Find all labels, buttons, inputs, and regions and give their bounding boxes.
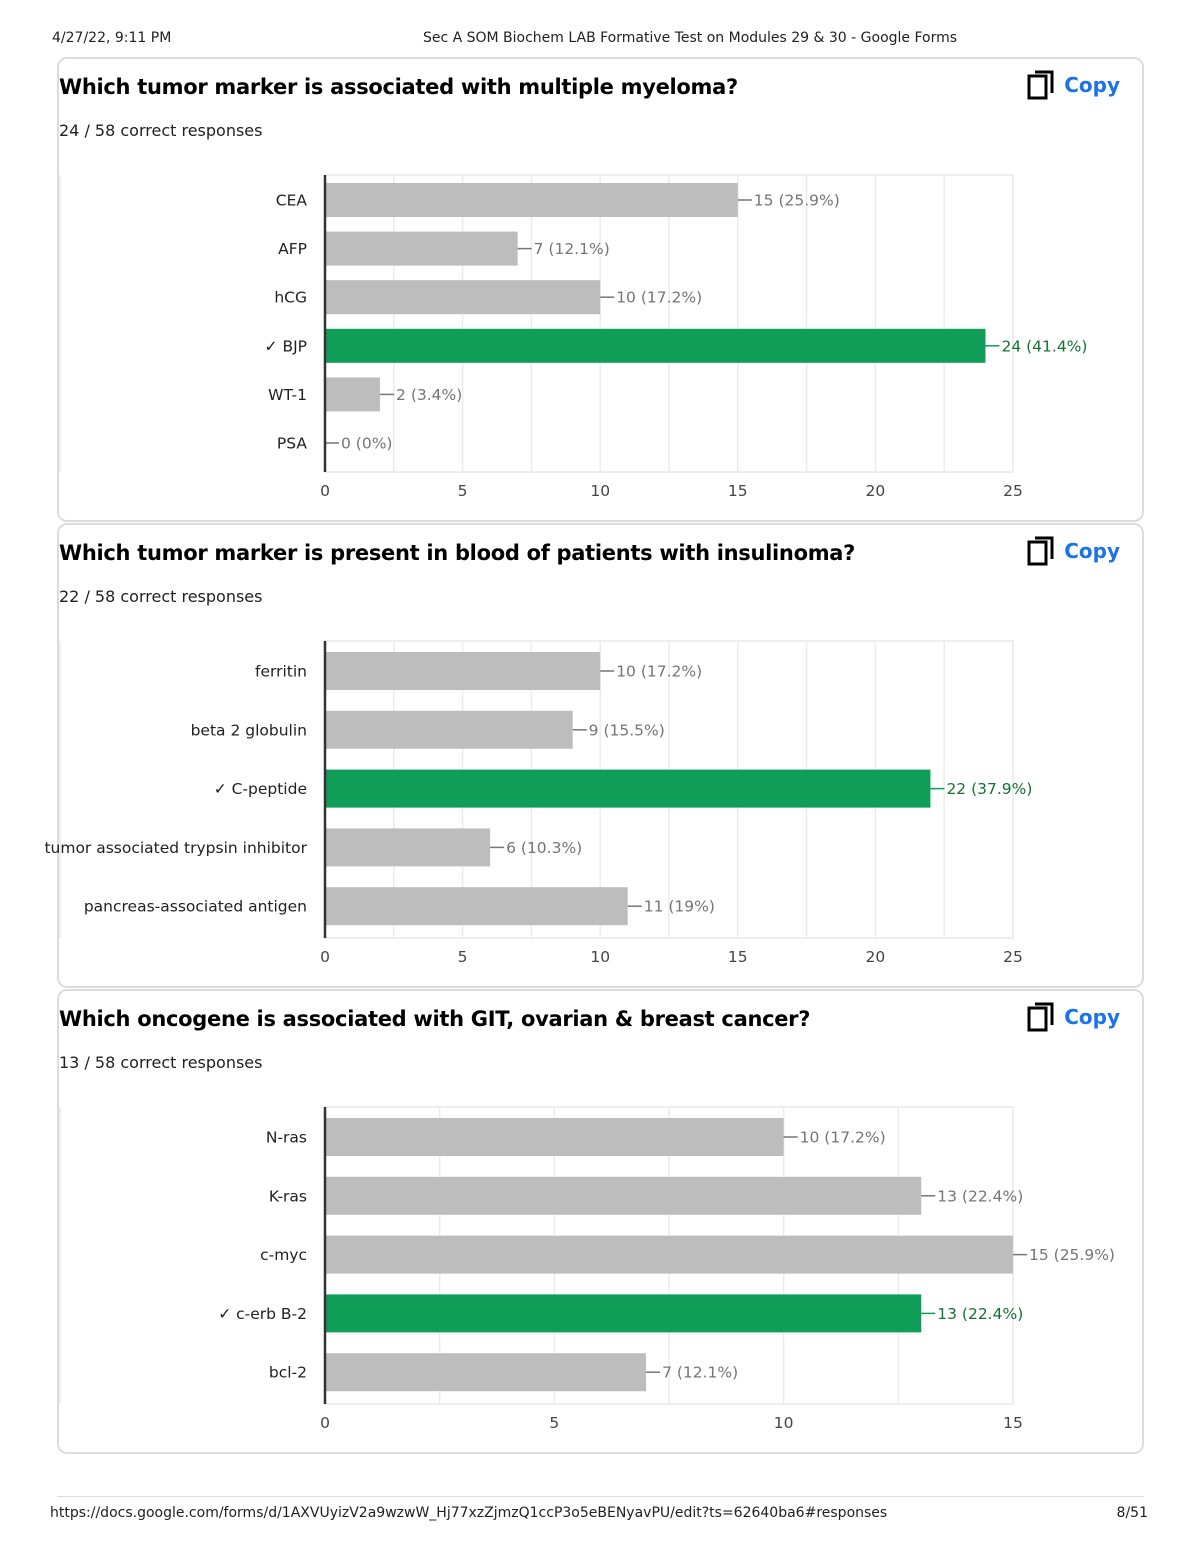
category-label: PSA <box>277 435 307 453</box>
category-label: K-ras <box>269 1187 307 1205</box>
bar <box>325 328 986 363</box>
data-label: 9 (15.5%) <box>589 721 665 739</box>
tick-label: 0 <box>320 482 330 500</box>
chart-3: 10 (17.2%) N-ras 13 (22.4%) K-ras 15 (25.9%)… <box>59 1106 1115 1432</box>
category-label: WT-1 <box>268 386 307 404</box>
footer-divider <box>57 1496 1144 1497</box>
bar <box>325 652 601 690</box>
bar <box>325 1176 922 1215</box>
tick-label: 0 <box>320 1414 330 1432</box>
question-title: Which tumor marker is associated with mu… <box>59 75 738 99</box>
tick-label: 0 <box>320 948 330 966</box>
tick-label: 10 <box>590 482 610 500</box>
bar <box>325 280 601 315</box>
print-datetime: 4/27/22, 9:11 PM <box>52 30 172 46</box>
copy-icon <box>1027 70 1054 100</box>
bar <box>325 828 491 867</box>
data-label: 15 (25.9%) <box>1029 1246 1115 1264</box>
data-label: 13 (22.4%) <box>937 1187 1023 1205</box>
tick-label: 10 <box>774 1414 794 1432</box>
category-label: AFP <box>278 240 307 258</box>
print-page-number: 8/51 <box>1116 1505 1148 1521</box>
data-label: 10 (17.2%) <box>616 663 702 681</box>
bar <box>325 1294 922 1333</box>
question-card-3: Which oncogene is associated with GIT, o… <box>57 989 1144 1454</box>
tick-label: 15 <box>728 482 748 500</box>
tick-label: 5 <box>458 482 468 500</box>
data-label: 24 (41.4%) <box>1001 337 1087 355</box>
bar <box>325 710 573 749</box>
tick-label: 15 <box>1003 1414 1023 1432</box>
bar <box>325 887 628 926</box>
copy-label: Copy <box>1064 73 1120 97</box>
question-title: Which oncogene is associated with GIT, o… <box>59 1007 811 1031</box>
category-label: beta 2 globulin <box>191 721 307 739</box>
category-label: pancreas-associated antigen <box>84 898 307 916</box>
data-label: 7 (12.1%) <box>662 1364 738 1382</box>
question-title: Which tumor marker is present in blood o… <box>59 541 856 565</box>
data-label: 13 (22.4%) <box>937 1305 1023 1323</box>
category-label: ✓ BJP <box>265 337 307 355</box>
category-label: hCG <box>274 289 307 307</box>
category-label: c-myc <box>260 1246 307 1264</box>
question-card-2: Which tumor marker is present in blood o… <box>44 523 1144 988</box>
tick-label: 10 <box>590 948 610 966</box>
bar <box>325 377 381 412</box>
correct-responses-count: 13 / 58 correct responses <box>59 1053 263 1072</box>
tick-label: 5 <box>549 1414 559 1432</box>
tick-label: 20 <box>866 482 886 500</box>
copy-chart-button[interactable]: Copy <box>1026 1001 1120 1033</box>
data-label: 10 (17.2%) <box>800 1129 886 1147</box>
category-label: tumor associated trypsin inhibitor <box>44 839 307 857</box>
data-label: 22 (37.9%) <box>946 780 1032 798</box>
data-label: 10 (17.2%) <box>616 289 702 307</box>
data-label: 11 (19%) <box>644 898 715 916</box>
tick-label: 25 <box>1003 948 1023 966</box>
category-label: ferritin <box>255 663 307 681</box>
data-label: 7 (12.1%) <box>534 240 610 258</box>
copy-chart-button[interactable]: Copy <box>1026 69 1120 101</box>
category-label: ✓ C-peptide <box>214 780 307 798</box>
chart-2: 10 (17.2%) ferritin 9 (15.5%) beta 2 globul… <box>44 640 1032 966</box>
category-label: bcl-2 <box>269 1364 307 1382</box>
correct-responses-count: 22 / 58 correct responses <box>59 587 263 606</box>
chart-1: 15 (25.9%) CEA 7 (12.1%) AFP 10 (17.2%) hCG 24… <box>59 174 1087 500</box>
bar <box>325 231 518 266</box>
category-label: N-ras <box>266 1129 307 1147</box>
bar <box>325 1235 1013 1274</box>
copy-label: Copy <box>1064 1005 1120 1029</box>
data-label: 2 (3.4%) <box>396 386 462 404</box>
copy-icon <box>1027 536 1054 566</box>
question-card-1: Which tumor marker is associated with mu… <box>57 57 1144 522</box>
category-label: ✓ c-erb B-2 <box>218 1305 307 1323</box>
data-label: 0 (0%) <box>341 435 392 453</box>
bar <box>325 183 738 217</box>
data-label: 15 (25.9%) <box>754 192 840 210</box>
tick-label: 20 <box>866 948 886 966</box>
copy-label: Copy <box>1064 539 1120 563</box>
print-url: https://docs.google.com/forms/d/1AXVUyiz… <box>50 1505 888 1521</box>
print-page-title: Sec A SOM Biochem LAB Formative Test on … <box>422 30 958 46</box>
data-label: 6 (10.3%) <box>506 839 582 857</box>
copy-icon <box>1027 1002 1054 1032</box>
copy-chart-button[interactable]: Copy <box>1026 535 1120 567</box>
bar <box>325 1353 647 1392</box>
tick-label: 25 <box>1003 482 1023 500</box>
category-label: CEA <box>276 192 308 210</box>
correct-responses-count: 24 / 58 correct responses <box>59 121 263 140</box>
tick-label: 5 <box>458 948 468 966</box>
bar <box>325 1118 784 1156</box>
tick-label: 15 <box>728 948 748 966</box>
bar <box>325 769 931 808</box>
